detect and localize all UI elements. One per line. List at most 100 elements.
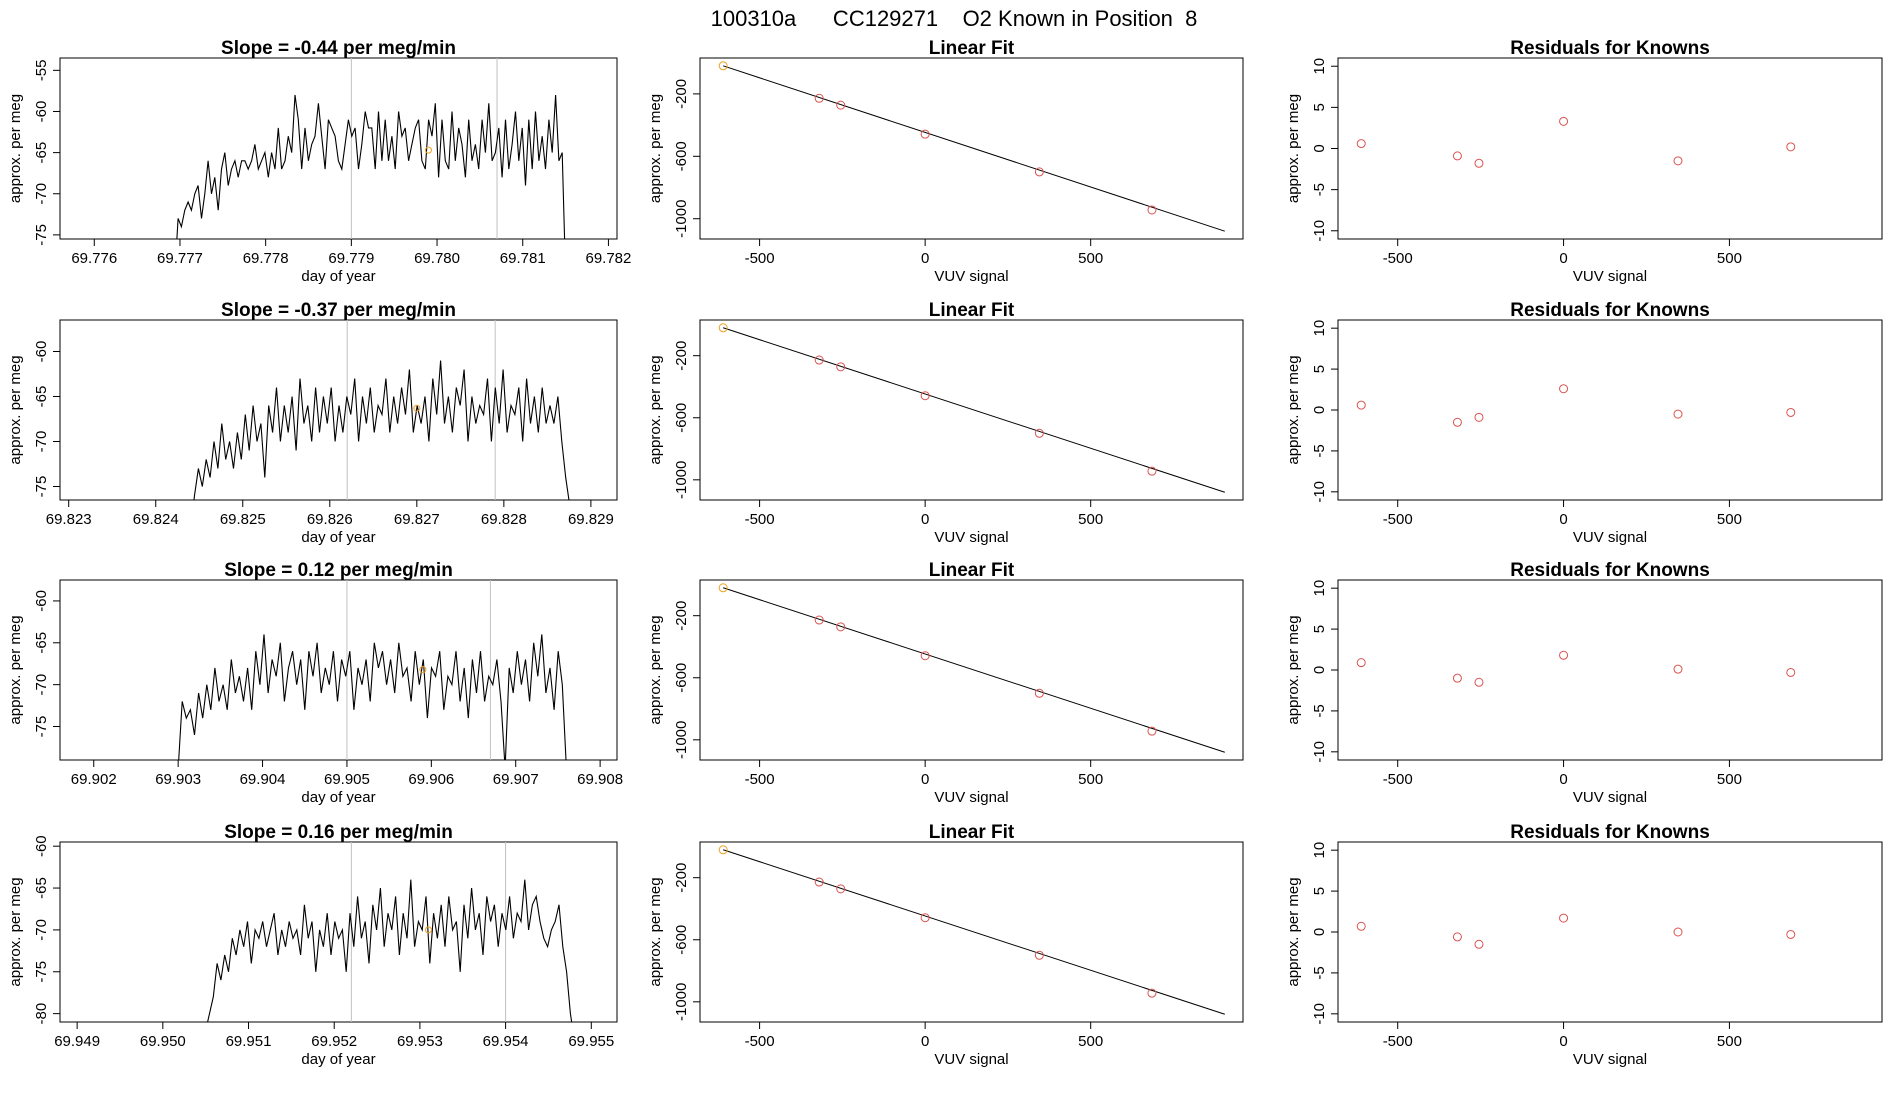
- x-tick-label: 69.905: [324, 771, 370, 788]
- panel-0-1-scatter: Linear Fit -500 0 500 -200 -600 -1000 VUV signa…: [647, 38, 1244, 285]
- y-tick-label: -55: [33, 59, 50, 81]
- x-tick-label: 69.908: [577, 771, 623, 788]
- data-point: [814, 877, 824, 887]
- y-axis-label: approx. per meg: [7, 877, 24, 986]
- x-tick-label: -500: [1383, 771, 1413, 788]
- data-point: [1356, 658, 1366, 668]
- y-axis-label: approx. per meg: [647, 94, 664, 203]
- plot-frame: [699, 841, 1244, 1023]
- x-tick-label: -500: [745, 250, 775, 267]
- data-point: [1474, 677, 1484, 687]
- x-tick-label: 69.951: [226, 1033, 272, 1050]
- panel-title: Linear Fit: [929, 560, 1015, 581]
- data-point: [1474, 939, 1484, 949]
- x-axis-label: day of year: [301, 789, 375, 806]
- y-tick-label: -65: [33, 386, 50, 408]
- x-tick-label: 69.824: [133, 511, 179, 528]
- y-tick-label: -5: [1311, 966, 1328, 979]
- x-axis-label: VUV signal: [1573, 268, 1647, 285]
- data-point: [1452, 151, 1462, 161]
- y-axis-label: approx. per meg: [1285, 877, 1302, 986]
- x-axis-label: VUV signal: [934, 268, 1008, 285]
- fit-line: [723, 327, 1225, 493]
- x-tick-label: 0: [1559, 771, 1567, 788]
- y-tick-label: -80: [33, 1003, 50, 1025]
- x-tick-label: 500: [1717, 771, 1742, 788]
- highlight-point: [718, 583, 728, 593]
- plot-area: [207, 842, 573, 1022]
- x-tick-label: 0: [921, 771, 929, 788]
- data-point: [1786, 667, 1796, 677]
- data-point: [1356, 400, 1366, 410]
- data-point: [836, 362, 846, 372]
- x-axis-label: VUV signal: [1573, 529, 1647, 546]
- data-point: [836, 884, 846, 894]
- x-tick-label: 500: [1078, 1033, 1103, 1050]
- x-tick-label: -500: [1383, 1033, 1413, 1050]
- data-point: [1673, 927, 1683, 937]
- plot-frame: [59, 579, 618, 761]
- plot-area: [718, 583, 1225, 753]
- y-axis-label: approx. per meg: [1285, 615, 1302, 724]
- data-point: [920, 391, 930, 401]
- y-tick-label: 5: [1311, 103, 1328, 111]
- highlight-point: [718, 323, 728, 333]
- data-point: [1786, 929, 1796, 939]
- panel-2-0-line: Slope = 0.12 per meg/min 69.902 69.903 69.9…: [7, 560, 623, 806]
- x-tick-label: -500: [745, 1033, 775, 1050]
- fit-line: [723, 849, 1225, 1015]
- x-tick-label: 500: [1078, 511, 1103, 528]
- y-tick-label: -75: [33, 716, 50, 738]
- x-tick-label: 500: [1717, 511, 1742, 528]
- panel-title: Linear Fit: [929, 38, 1015, 59]
- highlight-point: [419, 666, 427, 674]
- y-tick-label: -1000: [673, 721, 690, 759]
- data-point: [1034, 950, 1044, 960]
- x-axis-label: VUV signal: [934, 1051, 1008, 1068]
- x-tick-label: -500: [1383, 250, 1413, 267]
- y-tick-label: -1000: [673, 461, 690, 499]
- y-tick-label: 0: [1311, 928, 1328, 936]
- x-tick-label: 69.823: [46, 511, 92, 528]
- data-point: [1474, 412, 1484, 422]
- figure-title: 100310a CC129271 O2 Known in Position 8: [711, 6, 1198, 31]
- plot-frame: [1337, 579, 1883, 761]
- plot-area: [1356, 384, 1796, 427]
- y-tick-label: 5: [1311, 365, 1328, 373]
- x-tick-label: 0: [1559, 1033, 1567, 1050]
- panel-1-1-scatter: Linear Fit -500 0 500 -200 -600 -1000 VUV signa…: [647, 300, 1244, 546]
- x-tick-label: -500: [1383, 511, 1413, 528]
- panel-3-1-scatter: Linear Fit -500 0 500 -200 -600 -1000 VUV signa…: [647, 822, 1244, 1068]
- x-tick-label: 69.827: [394, 511, 440, 528]
- y-tick-label: 10: [1311, 320, 1328, 337]
- plot-area: [718, 61, 1225, 232]
- highlight-point: [424, 926, 432, 934]
- x-tick-label: 69.829: [568, 511, 614, 528]
- x-tick-label: 69.782: [585, 250, 631, 267]
- x-tick-label: 500: [1717, 1033, 1742, 1050]
- x-tick-label: 500: [1717, 250, 1742, 267]
- data-point: [1356, 139, 1366, 149]
- plot-area: [1356, 116, 1796, 168]
- panel-title: Slope = 0.12 per meg/min: [224, 560, 453, 581]
- fit-line: [723, 587, 1225, 753]
- y-tick-label: 0: [1311, 144, 1328, 152]
- data-point: [1474, 158, 1484, 168]
- y-tick-label: 0: [1311, 406, 1328, 414]
- x-axis-label: day of year: [301, 1051, 375, 1068]
- data-point: [920, 651, 930, 661]
- data-point: [814, 93, 824, 103]
- data-point: [1452, 417, 1462, 427]
- x-tick-label: 69.907: [493, 771, 539, 788]
- data-point: [1673, 409, 1683, 419]
- x-tick-label: 0: [921, 1033, 929, 1050]
- y-tick-label: -60: [33, 835, 50, 857]
- y-tick-label: -1000: [673, 983, 690, 1021]
- y-tick-label: -75: [33, 961, 50, 983]
- x-tick-label: 500: [1078, 771, 1103, 788]
- y-axis-label: approx. per meg: [7, 355, 24, 464]
- data-point: [1356, 921, 1366, 931]
- data-point: [836, 622, 846, 632]
- data-point: [1034, 688, 1044, 698]
- y-tick-label: -200: [673, 601, 690, 631]
